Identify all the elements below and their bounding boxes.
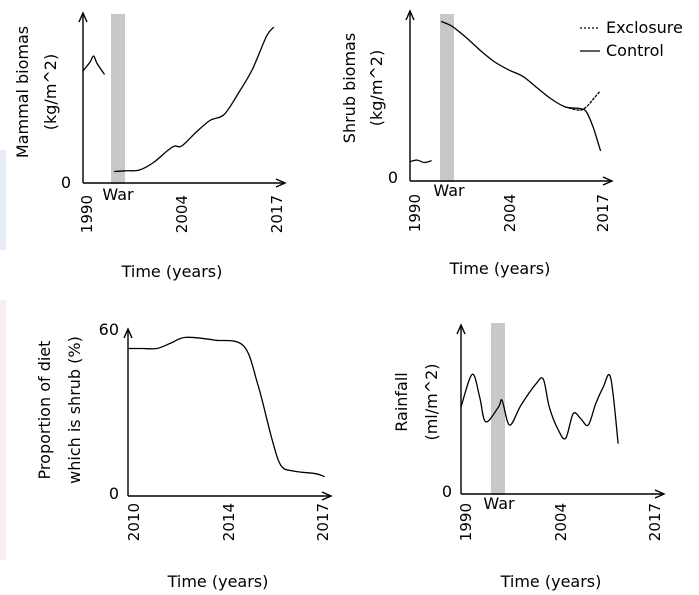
- left-edge-strip-bottom: [0, 300, 6, 560]
- panel-rainfall: Rainfall (ml/m^2) 0 War 1990 2004 2017 T…: [392, 323, 666, 591]
- y-axis-label: Shrub biomas: [340, 33, 359, 143]
- y-axis-label: Rainfall: [392, 372, 411, 431]
- war-label: War: [102, 185, 134, 204]
- series-control-0: [409, 159, 432, 164]
- x-axis-arrow: [654, 489, 666, 499]
- y-axis-label-line2: which is shrub (%): [65, 336, 84, 484]
- y-tick-label: 0: [61, 173, 71, 192]
- war-band: [440, 14, 454, 182]
- series-layer: [460, 373, 619, 444]
- y-axis-arrow: [78, 11, 88, 23]
- x-tick-label: 1990: [406, 194, 424, 232]
- x-tick-label: 2017: [314, 503, 332, 541]
- x-tick-label: 2004: [173, 195, 191, 233]
- legend-label-exclosure: Exclosure: [606, 18, 683, 37]
- x-axis-arrow: [321, 491, 333, 501]
- war-band: [111, 14, 125, 184]
- y-tick-label: 0: [388, 168, 398, 187]
- x-tick-label: 2010: [125, 503, 143, 541]
- panel-diet: Proportion of diet which is shrub (%) 0 …: [35, 320, 333, 591]
- y-tick-label: 0: [442, 482, 452, 501]
- x-tick-label: 2004: [552, 503, 570, 541]
- x-tick-label: 2017: [268, 195, 286, 233]
- y-axis-label-unit: (kg/m^2): [367, 50, 386, 126]
- series-layer: [409, 20, 602, 164]
- x-axis-label: Time (years): [500, 572, 602, 591]
- legend-label-control: Control: [606, 41, 664, 60]
- series-layer: [127, 336, 325, 478]
- panel-shrub: Shrub biomas (kg/m^2) 0 War 1990 2004 20…: [340, 9, 683, 278]
- x-tick-label: 2017: [646, 503, 664, 541]
- y-axis-arrow: [456, 323, 466, 335]
- x-tick-label: 2017: [594, 194, 612, 232]
- legend: Exclosure Control: [580, 18, 683, 60]
- series-line-1: [114, 26, 275, 173]
- x-tick-label: 2004: [501, 194, 519, 232]
- x-tick-label: 2014: [220, 503, 238, 541]
- y-axis-label: Mammal biomas: [13, 26, 32, 158]
- series-control-1: [441, 20, 602, 152]
- war-label: War: [483, 494, 515, 513]
- x-axis-arrow: [602, 176, 614, 186]
- series-line-0: [82, 55, 105, 75]
- x-axis-label: Time (years): [449, 259, 551, 278]
- panel-mammal: Mammal biomas (kg/m^2) 0 War 1990 2004 2…: [13, 11, 287, 281]
- x-axis-label: Time (years): [167, 572, 269, 591]
- x-tick-label: 1990: [457, 503, 475, 541]
- y-axis-label: Proportion of diet: [35, 341, 54, 480]
- y-tick-label: 0: [109, 484, 119, 503]
- series-line-0: [127, 336, 325, 478]
- x-tick-label: 1990: [78, 195, 96, 233]
- series-layer: [82, 26, 275, 173]
- y-tick-label: 60: [99, 320, 119, 339]
- x-axis-arrow: [275, 178, 287, 188]
- x-axis-label: Time (years): [121, 262, 223, 281]
- y-axis-label-unit: (kg/m^2): [41, 54, 60, 130]
- y-axis-arrow: [123, 327, 133, 339]
- series-exclosure-2: [564, 90, 602, 111]
- y-axis-label-unit: (ml/m^2): [422, 363, 441, 440]
- left-edge-strip-top: [0, 150, 6, 250]
- series-line-0: [460, 373, 619, 444]
- y-axis-arrow: [405, 9, 415, 21]
- war-label: War: [433, 181, 465, 200]
- war-band: [491, 323, 505, 495]
